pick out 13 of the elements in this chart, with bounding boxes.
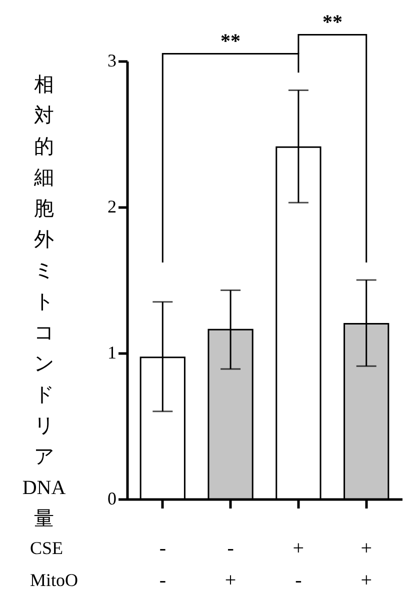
x-tick-label: + -	[292, 538, 304, 592]
y-tick-label: 0	[108, 488, 116, 508]
text: MitoO	[30, 570, 78, 591]
text: 相対的細胞外ミトコンドリアDNA量	[22, 74, 66, 530]
x-tick-label: + +	[360, 538, 372, 592]
text: **	[322, 12, 342, 34]
x-tick-label: - +	[224, 538, 236, 592]
x-tick-label: - -	[159, 538, 166, 592]
y-tick-label: 3	[108, 50, 116, 70]
y-tick-label: 1	[108, 342, 116, 362]
y-tick-label: 2	[108, 196, 116, 216]
text: CSE	[30, 538, 64, 559]
text: **	[220, 30, 241, 53]
